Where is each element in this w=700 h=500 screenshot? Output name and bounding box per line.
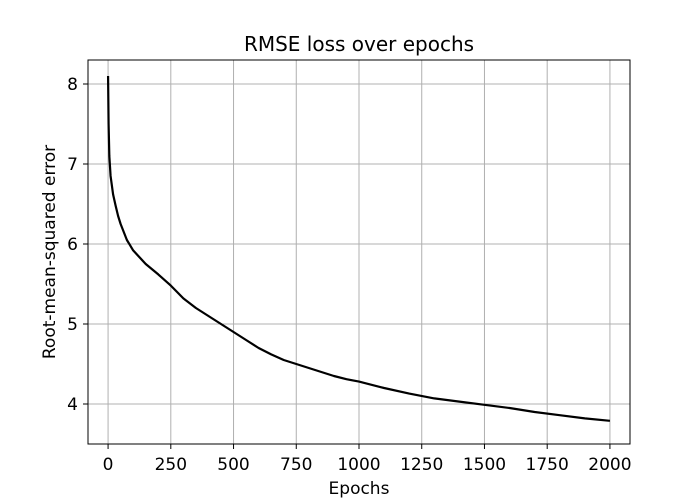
x-tick-label: 1750 [526,455,569,475]
grid [88,60,630,444]
x-tick-label: 2000 [588,455,631,475]
y-tick-label: 6 [67,235,78,255]
x-axis-label: Epochs [329,479,390,499]
y-tick-label: 4 [67,395,78,415]
x-tick-label: 750 [280,455,312,475]
y-axis: 4 5 6 7 8 [67,75,88,415]
x-tick-label: 1250 [400,455,443,475]
y-axis-label: Root-mean-squared error [40,145,60,359]
y-tick-label: 7 [67,155,78,175]
loss-curve-line [106,75,611,422]
x-axis: 0 250 500 750 1000 1250 1500 1750 2000 [103,444,632,475]
x-tick-label: 250 [155,455,187,475]
y-tick-label: 8 [67,75,78,95]
series-layer [106,75,611,422]
x-tick-label: 500 [217,455,249,475]
x-tick-label: 1500 [463,455,506,475]
chart-title: RMSE loss over epochs [244,32,474,56]
y-tick-label: 5 [67,315,78,335]
x-tick-label: 0 [103,455,114,475]
x-tick-label: 1000 [337,455,380,475]
